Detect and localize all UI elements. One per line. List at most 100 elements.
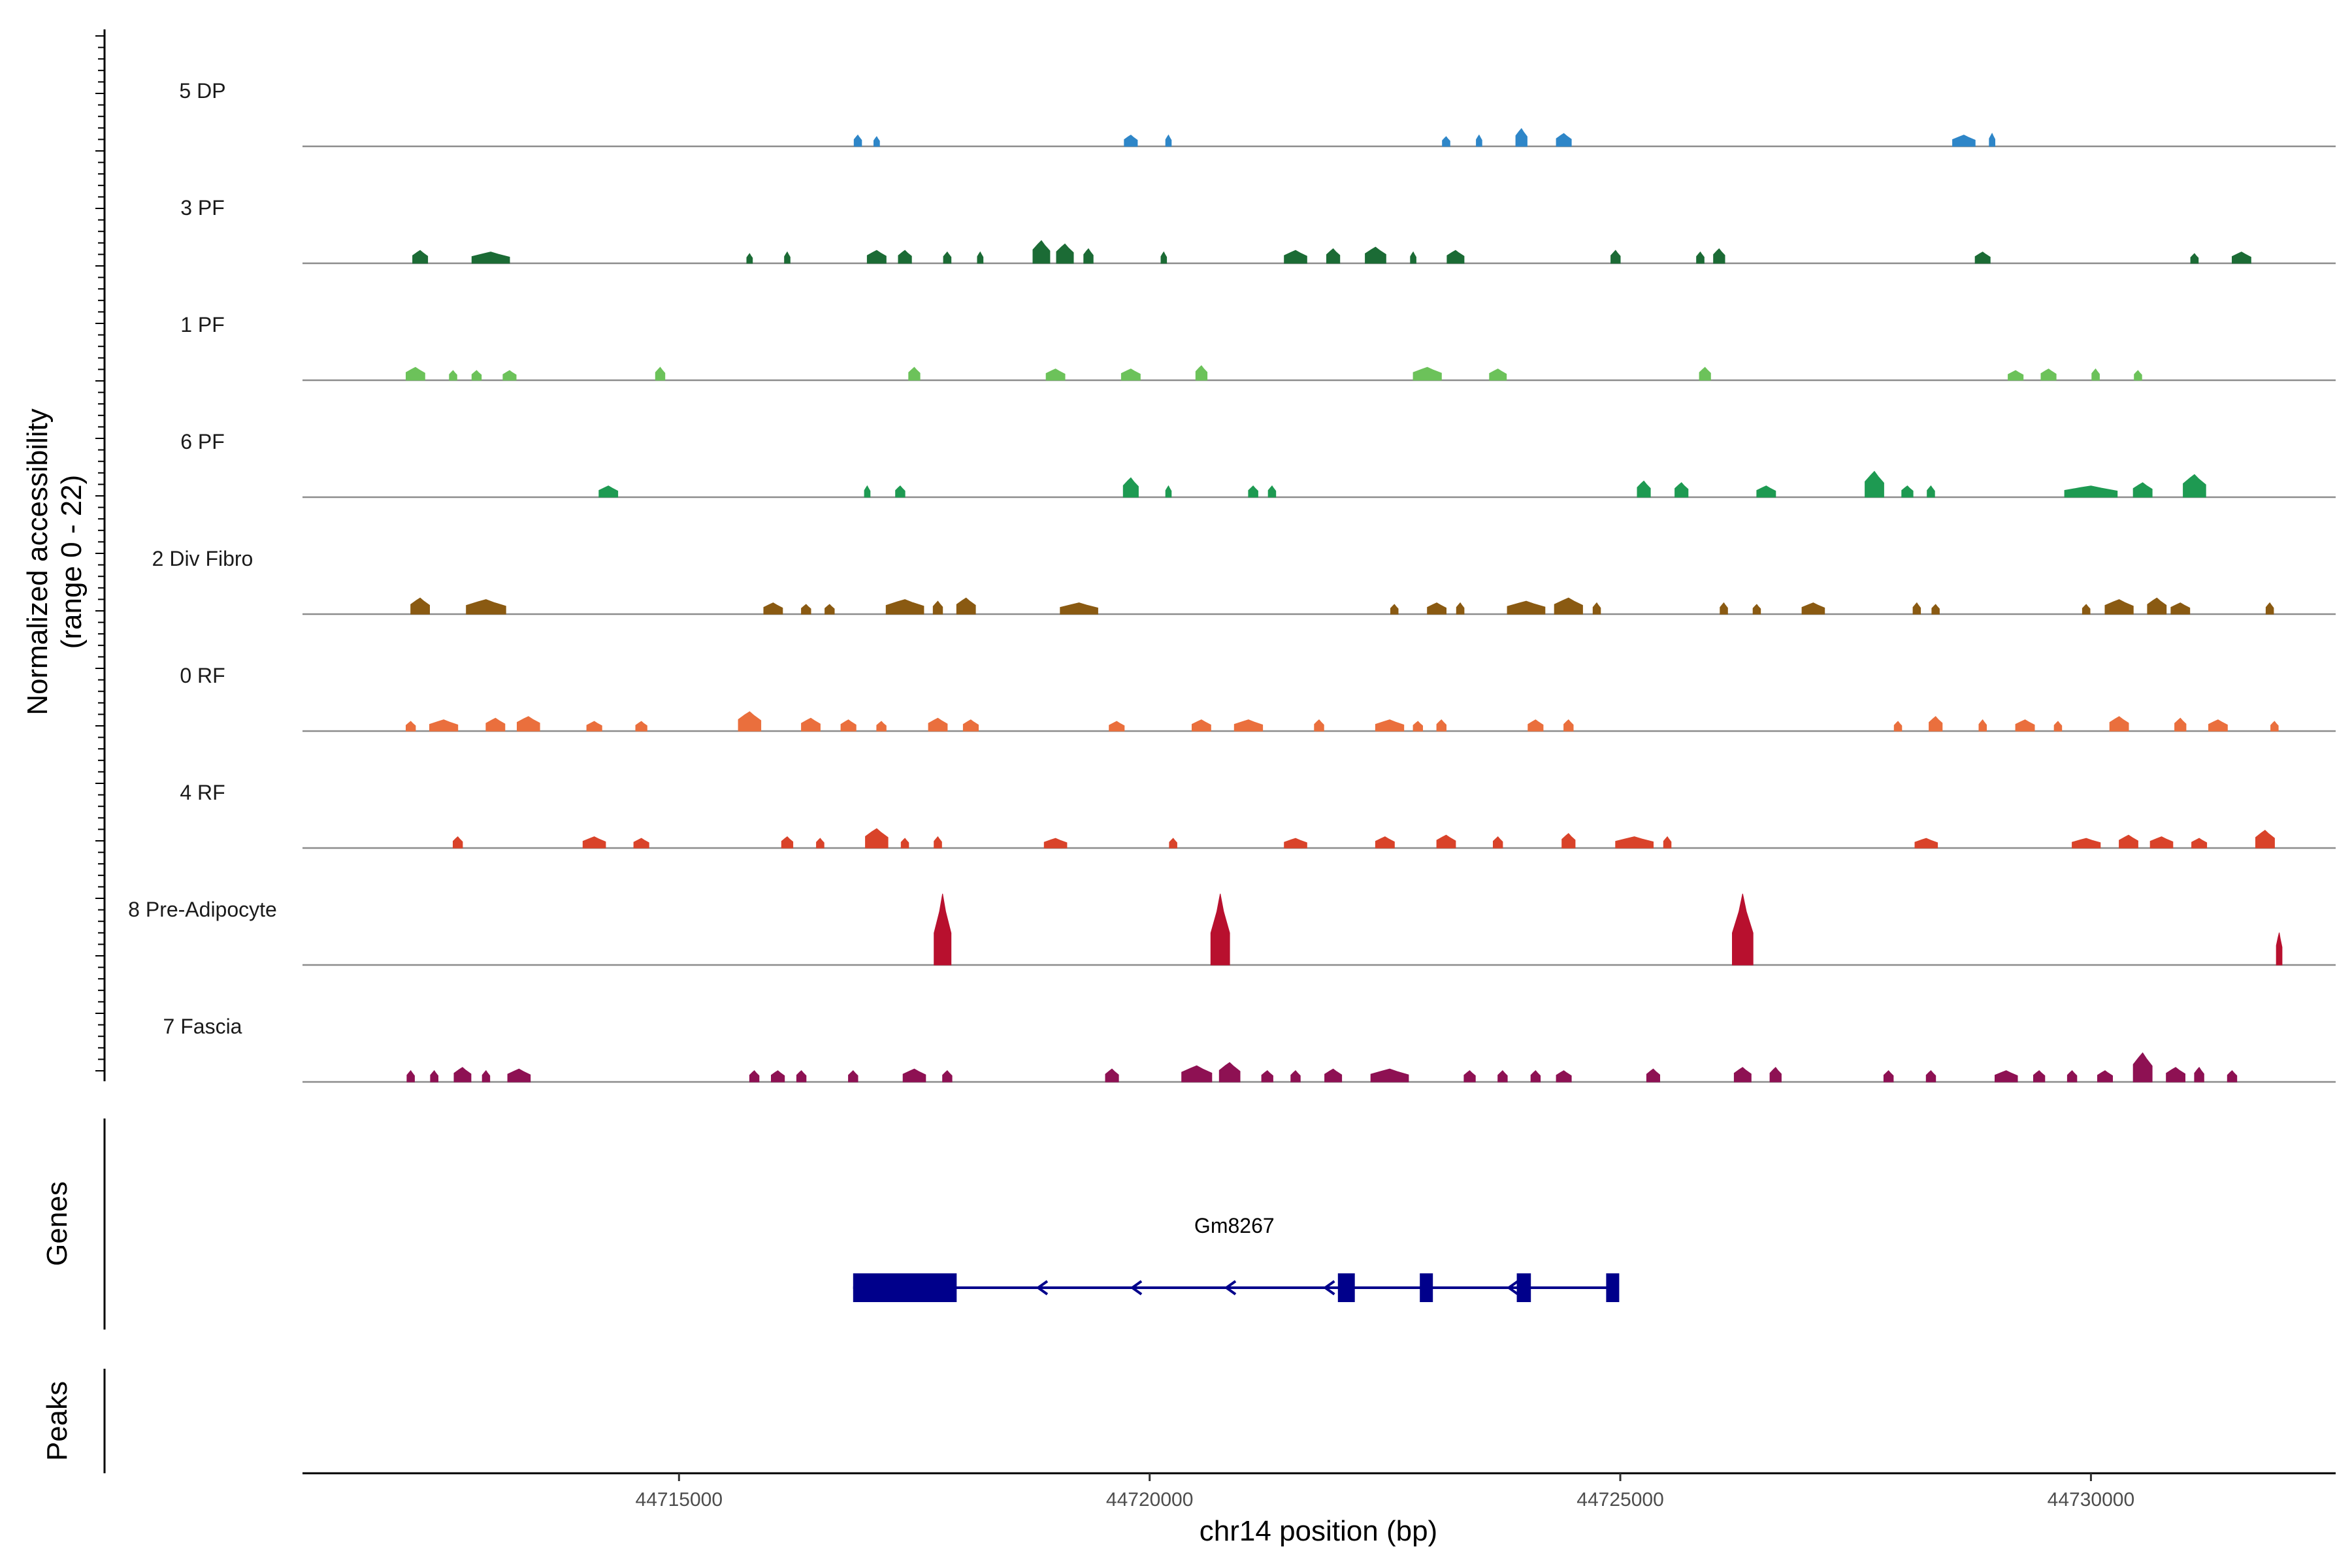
gene-name-label: Gm8267 (1194, 1214, 1275, 1237)
coverage-peak (655, 367, 666, 381)
coverage-peak (1515, 127, 1527, 147)
coverage-peak (1989, 133, 1995, 147)
coverage-peak (1045, 368, 1066, 381)
coverage-peak (816, 838, 825, 849)
coverage-peak (962, 719, 979, 732)
coverage-peak (1699, 367, 1711, 381)
coverage-peak (2190, 253, 2199, 264)
coverage-peak (449, 370, 457, 381)
coverage-peak (2227, 1070, 2238, 1083)
coverage-peak (1561, 833, 1576, 849)
coverage-peak (866, 250, 887, 264)
coverage-peak (1463, 1070, 1476, 1083)
coverage-peak (1165, 485, 1172, 498)
coverage-peak (1883, 1070, 1894, 1083)
track: 4 RF (180, 781, 2336, 849)
coverage-peak (1925, 1070, 1936, 1083)
coverage-peak (1507, 600, 1546, 615)
coverage-peak (482, 1070, 491, 1083)
coverage-peak (898, 250, 912, 264)
coverage-peak (801, 717, 821, 732)
coverage-peak (485, 717, 506, 732)
coverage-peak (1592, 602, 1601, 615)
track: 2 Div Fibro (152, 547, 2336, 615)
coverage-peak (934, 893, 952, 966)
coverage-peak (1365, 246, 1386, 264)
coverage-peak (1995, 1070, 2018, 1083)
coverage-peak (1769, 1066, 1782, 1083)
coverage-peak (2265, 602, 2274, 615)
coverage-peak (874, 136, 880, 147)
coverage-peak (1527, 719, 1544, 732)
coverage-peak (2064, 485, 2118, 498)
track-label: 3 PF (180, 196, 225, 220)
coverage-peak (1060, 602, 1098, 615)
coverage-peak (2109, 716, 2129, 732)
coverage-peak (864, 485, 871, 498)
coverage-peak (2170, 602, 2191, 615)
coverage-peak (1427, 602, 1446, 615)
coverage-peak (1497, 1070, 1508, 1083)
coverage-peak (1169, 838, 1177, 849)
coverage-peak (2015, 719, 2035, 732)
coverage-peak (2183, 474, 2206, 498)
coverage-peak (825, 604, 835, 615)
coverage-peak (738, 711, 762, 732)
coverage-peak (412, 250, 429, 264)
coverage-peak (781, 836, 794, 849)
coverage-peak (943, 251, 952, 264)
coverage-peak (1195, 365, 1208, 381)
coverage-peak (1556, 133, 1572, 147)
track-label: 2 Div Fibro (152, 547, 253, 570)
coverage-peak (410, 597, 430, 615)
coverage-peak (2119, 834, 2138, 849)
coverage-peak (771, 1070, 785, 1083)
coverage-peak (1122, 477, 1139, 498)
coverage-peak (453, 1067, 472, 1083)
coverage-peak (1233, 719, 1264, 732)
coverage-peak (1646, 1068, 1660, 1083)
track-label: 6 PF (180, 430, 225, 453)
coverage-peak (2194, 1066, 2204, 1083)
coverage-peak (1696, 251, 1705, 264)
coverage-peak (2270, 721, 2279, 732)
coverage-peak (2040, 368, 2057, 381)
coverage-peak (1974, 252, 1991, 264)
coverage-peak (1663, 836, 1672, 849)
strand-arrow (1224, 1280, 1237, 1296)
y-axis-title-line2: (range 0 - 22) (56, 475, 88, 649)
coverage-peak (586, 721, 602, 732)
coverage-peak (928, 717, 948, 732)
coverage-peak (2097, 1070, 2113, 1083)
peaks-panel-label: Peaks (41, 1381, 73, 1461)
coverage-peak (763, 602, 783, 615)
coverage-peak (1637, 480, 1651, 498)
x-tick-label: 44725000 (1576, 1489, 1663, 1511)
coverage-peak (1181, 1065, 1213, 1083)
coverage-peak (2149, 836, 2174, 849)
coverage-peak (1801, 602, 1825, 615)
x-tick-label: 44720000 (1106, 1489, 1193, 1511)
coverage-peak (908, 367, 921, 381)
coverage-peak (1410, 251, 1416, 264)
coverage-peak (1109, 721, 1125, 732)
coverage-peak (1442, 136, 1450, 147)
coverage-peak (848, 1070, 858, 1083)
coverage-peak (2072, 838, 2101, 849)
coverage-peak (1290, 1070, 1301, 1083)
coverage-peak (934, 836, 942, 849)
track: 1 PF (180, 313, 2336, 382)
coverage-peak (453, 836, 463, 849)
coverage-peak (900, 838, 909, 849)
coverage-peak (956, 597, 976, 615)
coverage-peak (746, 253, 753, 264)
coverage-peak (2053, 721, 2063, 732)
track: 3 PF (180, 196, 2336, 265)
coverage-peak (1446, 250, 1465, 264)
coverage-peak (1165, 134, 1172, 147)
genes-panel-label: Genes (41, 1181, 73, 1266)
coverage-peak (853, 134, 862, 147)
x-axis-ticks: 44715000 44720000 44725000 44730000 (636, 1473, 2134, 1511)
track: 5 DP (179, 79, 2336, 148)
